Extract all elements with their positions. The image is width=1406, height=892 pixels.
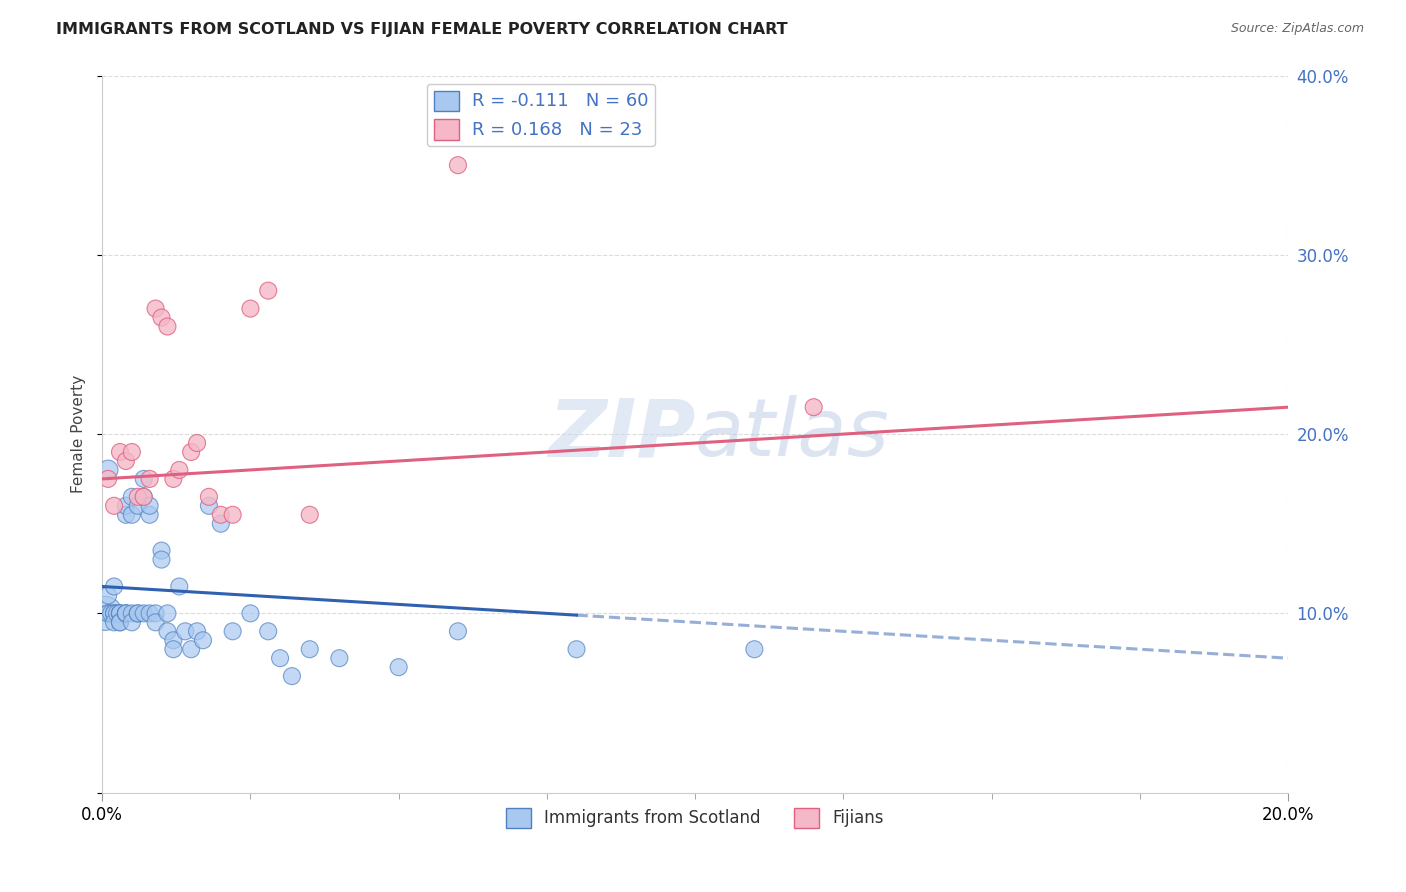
- Point: [132, 490, 155, 504]
- Point: [145, 607, 167, 621]
- Point: [127, 607, 149, 621]
- Point: [156, 319, 179, 334]
- Point: [239, 301, 262, 316]
- Point: [156, 624, 179, 639]
- Point: [115, 607, 138, 621]
- Point: [169, 463, 191, 477]
- Point: [198, 490, 221, 504]
- Point: [281, 669, 304, 683]
- Point: [108, 615, 131, 630]
- Point: [447, 624, 470, 639]
- Point: [121, 615, 143, 630]
- Point: [132, 472, 155, 486]
- Point: [156, 607, 179, 621]
- Point: [94, 607, 117, 621]
- Text: IMMIGRANTS FROM SCOTLAND VS FIJIAN FEMALE POVERTY CORRELATION CHART: IMMIGRANTS FROM SCOTLAND VS FIJIAN FEMAL…: [56, 22, 787, 37]
- Point: [388, 660, 411, 674]
- Legend: Immigrants from Scotland, Fijians: Immigrants from Scotland, Fijians: [499, 801, 891, 835]
- Text: ZIP: ZIP: [548, 395, 695, 473]
- Point: [127, 499, 149, 513]
- Point: [180, 445, 202, 459]
- Text: atlas: atlas: [695, 395, 890, 473]
- Point: [108, 445, 131, 459]
- Point: [103, 607, 125, 621]
- Point: [162, 633, 184, 648]
- Point: [198, 499, 221, 513]
- Point: [100, 607, 122, 621]
- Point: [162, 472, 184, 486]
- Point: [257, 284, 280, 298]
- Point: [105, 607, 128, 621]
- Point: [97, 589, 120, 603]
- Point: [447, 158, 470, 172]
- Point: [127, 490, 149, 504]
- Point: [103, 615, 125, 630]
- Point: [186, 624, 208, 639]
- Point: [565, 642, 588, 657]
- Point: [150, 552, 173, 566]
- Point: [328, 651, 350, 665]
- Point: [121, 445, 143, 459]
- Point: [138, 508, 160, 522]
- Point: [108, 607, 131, 621]
- Point: [209, 516, 232, 531]
- Point: [115, 454, 138, 468]
- Point: [169, 579, 191, 593]
- Point: [115, 607, 138, 621]
- Point: [127, 607, 149, 621]
- Point: [103, 499, 125, 513]
- Point: [138, 499, 160, 513]
- Point: [132, 607, 155, 621]
- Point: [121, 490, 143, 504]
- Point: [115, 508, 138, 522]
- Point: [174, 624, 197, 639]
- Point: [115, 499, 138, 513]
- Point: [108, 615, 131, 630]
- Point: [103, 579, 125, 593]
- Point: [138, 607, 160, 621]
- Point: [298, 508, 321, 522]
- Point: [239, 607, 262, 621]
- Point: [257, 624, 280, 639]
- Point: [115, 607, 138, 621]
- Point: [298, 642, 321, 657]
- Point: [121, 508, 143, 522]
- Point: [191, 633, 214, 648]
- Point: [132, 490, 155, 504]
- Point: [97, 472, 120, 486]
- Point: [150, 543, 173, 558]
- Point: [180, 642, 202, 657]
- Point: [138, 472, 160, 486]
- Point: [269, 651, 291, 665]
- Point: [103, 607, 125, 621]
- Point: [186, 436, 208, 450]
- Point: [145, 615, 167, 630]
- Point: [108, 607, 131, 621]
- Point: [744, 642, 766, 657]
- Point: [97, 607, 120, 621]
- Point: [121, 607, 143, 621]
- Point: [209, 508, 232, 522]
- Y-axis label: Female Poverty: Female Poverty: [72, 375, 86, 493]
- Point: [162, 642, 184, 657]
- Text: Source: ZipAtlas.com: Source: ZipAtlas.com: [1230, 22, 1364, 36]
- Point: [145, 301, 167, 316]
- Point: [221, 624, 243, 639]
- Point: [221, 508, 243, 522]
- Point: [150, 310, 173, 325]
- Point: [97, 463, 120, 477]
- Point: [803, 400, 825, 414]
- Point: [108, 607, 131, 621]
- Point: [97, 607, 120, 621]
